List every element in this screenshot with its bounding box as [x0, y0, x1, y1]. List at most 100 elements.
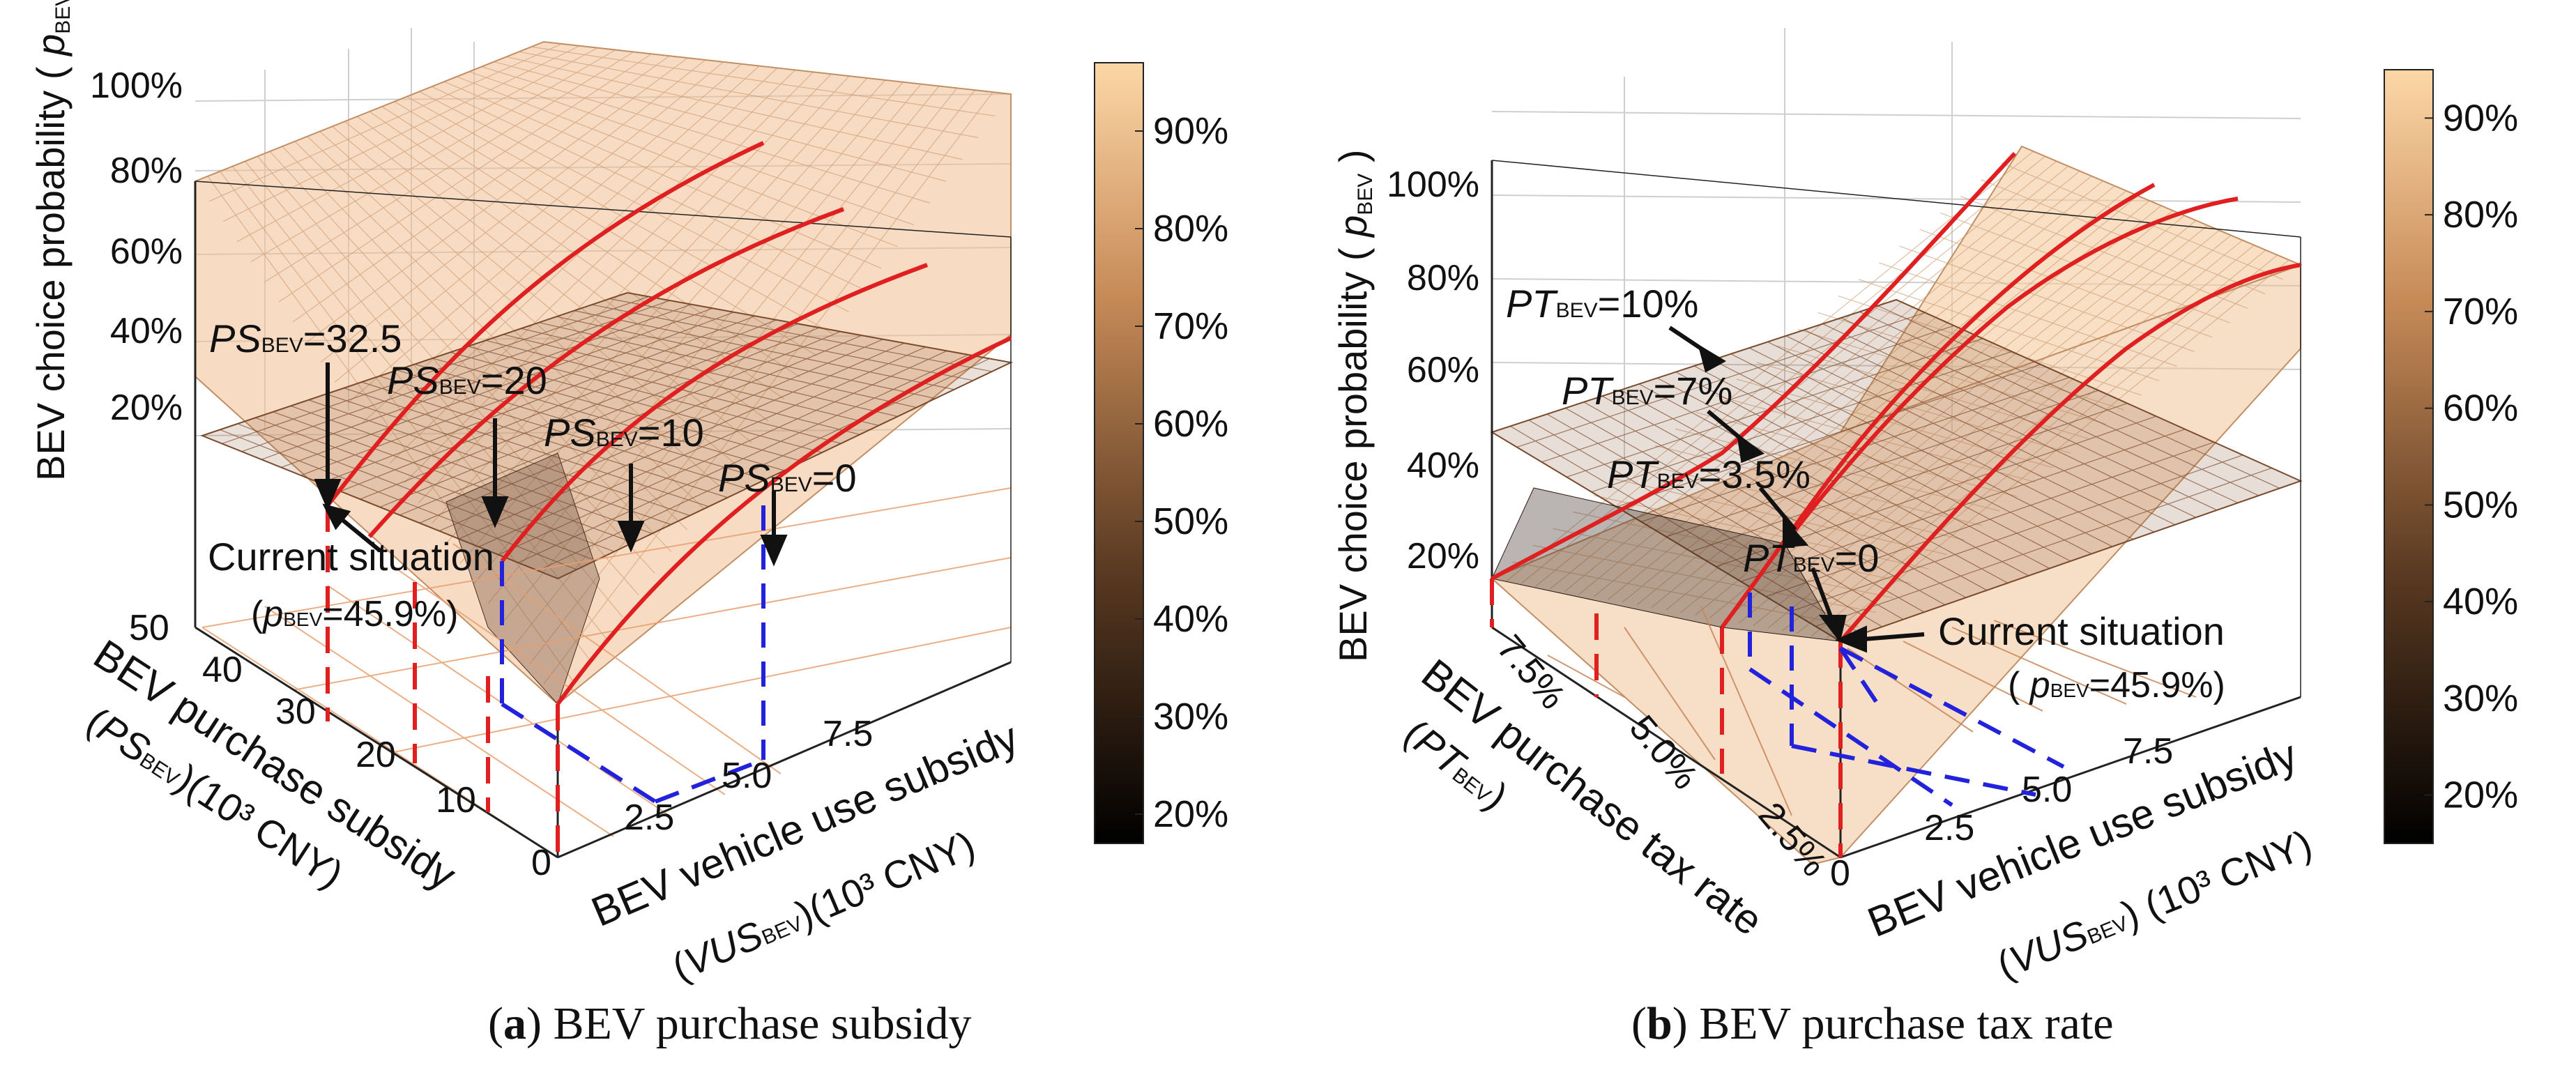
- panel-b-colorbar-tick-0: 20%: [2443, 774, 2518, 816]
- panel-b-mesh-line-v-3: [1535, 160, 2057, 587]
- panel-b-plane-mesh-line-v-4: [1591, 351, 2012, 493]
- panel-a-colorbar-tick-7: 90%: [1153, 110, 1228, 152]
- panel-a-plane-mesh-line-v-6: [320, 315, 756, 484]
- panel-a-mesh-line-v-2: [222, 45, 580, 222]
- panel-b-colorbar-tick-7: 90%: [2443, 97, 2518, 139]
- panel-b-z-tick-1: 40%: [1407, 445, 1479, 486]
- panel-b-x-tick-3: 7.5: [2123, 731, 2173, 772]
- panel-a-z-tick-2: 60%: [110, 231, 183, 272]
- panel-b-label-pt-10: PTBEV=10%: [1506, 282, 1698, 326]
- panel-a-plane-mesh-line-v-15: [498, 350, 947, 556]
- panel-a-mesh-line-v-6: [278, 53, 652, 303]
- panel-b-curve-pt-3.5: [1783, 197, 2239, 545]
- panel-b-blue-guides: [1748, 593, 2065, 807]
- panel-b-plane-mesh-line-v-7: [1666, 390, 2099, 537]
- panel-b-mesh-line-v-20: [1782, 245, 2255, 632]
- panel-b-mesh-line-v-15: [1709, 220, 2197, 618]
- panel-a-mesh-line-v-9: [320, 59, 706, 363]
- panel-a-mesh-line-v-3: [236, 47, 598, 243]
- panel-a-mesh-line-v-8: [306, 57, 688, 343]
- panel-b-red-drops: [1490, 579, 1843, 857]
- panel-b-plane-mesh-line-v-8: [1691, 403, 2128, 552]
- panel-a-chart: 20% 40% 60% 80% 100% BEV choice probabil…: [29, 0, 1228, 1049]
- panel-a-y-tick-5: 50: [129, 608, 169, 648]
- panel-b-curve-pt-0: [1838, 263, 2301, 643]
- panel-a-plane-mesh-line-v-14: [478, 346, 927, 547]
- panel-b-z-tick-4: 100%: [1387, 165, 1479, 205]
- panel-a-plane-mesh-line-v-10: [399, 331, 841, 516]
- panel-a-mesh-line-v-21: [487, 84, 922, 604]
- panel-a-z-tick-0: 20%: [110, 388, 183, 428]
- panel-a-mesh-line-v-12: [362, 66, 760, 423]
- panel-b-mesh-line-v-22: [1811, 254, 2278, 636]
- panel-b-mesh-line-v-8: [1608, 185, 2115, 600]
- panel-b-colorbar-tick-1: 30%: [2443, 678, 2518, 719]
- panel-b-colorbar-ticks: 20% 30% 40% 50% 60% 70% 80% 90%: [2425, 97, 2518, 816]
- panel-a-dark-wedge: [445, 452, 600, 705]
- panel-a-colorbar-tick-3: 50%: [1153, 500, 1228, 542]
- panel-a-y-tick-0: 0: [531, 843, 551, 883]
- panel-a-curve-ps-0: [556, 336, 1012, 705]
- panel-b-mesh-line-v-12: [1666, 205, 2162, 611]
- panel-b-mesh-line-v-1: [1506, 151, 2034, 582]
- panel-a-colorbar: [1094, 62, 1144, 844]
- panel-a-mesh-line-v-20: [473, 82, 904, 584]
- panel-a-colorbar-tick-6: 80%: [1153, 208, 1228, 250]
- panel-a-arrows: [314, 362, 788, 567]
- panel-b-plane-mesh-line-v-5: [1616, 364, 2041, 507]
- panel-a-mesh-line-v-4: [250, 49, 616, 262]
- panel-b-current-plane-mesh: [1510, 305, 2280, 635]
- panel-a-plane-mesh-line-v-16: [518, 354, 969, 563]
- panel-a-plane-mesh-line-v-1: [222, 296, 649, 444]
- panel-a-policy-curves: [326, 141, 1012, 705]
- panel-a-colorbar-tick-0: 20%: [1153, 793, 1228, 835]
- panel-b-dark-wedge: [1491, 487, 1841, 642]
- panel-a-colorbar-ticks: 20% 30% 40% 50% 60% 70% 80% 90%: [1135, 110, 1228, 835]
- panel-b-colorbar-tick-4: 60%: [2443, 388, 2518, 429]
- panel-a-blue-guides: [500, 505, 765, 804]
- panel-a-mesh-line-v-1: [208, 43, 563, 202]
- panel-b-z-label: BEV choice probability ( pBEV ): [1331, 150, 1377, 662]
- panel-b-plane-mesh-line-v-12: [1790, 454, 2243, 612]
- panel-a-y-tick-3: 30: [275, 691, 316, 732]
- panel-b-current-value: ( pBEV=45.9%): [2008, 665, 2225, 705]
- panel-a-mesh-line-v-10: [334, 61, 724, 383]
- panel-a-plane-mesh-line-v-2: [241, 300, 671, 452]
- panel-a-label-ps-32.5: PSBEV=32.5: [209, 316, 402, 360]
- panel-a-label-ps-20: PSBEV=20: [387, 358, 547, 402]
- panel-b-mesh-line-v-10: [1636, 195, 2139, 605]
- panel-a-plane-mesh-line-v-3: [261, 304, 692, 460]
- panel-b-plane-mesh-line-v-6: [1641, 376, 2070, 523]
- panel-a-mesh-line-v-14: [390, 69, 796, 464]
- panel-a-mesh-line-v-7: [292, 55, 670, 323]
- panel-a-curve-ps-10: [500, 263, 929, 563]
- panel-a-axes-box: [194, 181, 1012, 859]
- panel-a-z-tick-1: 40%: [110, 311, 183, 351]
- panel-a-mesh-line-v-15: [404, 71, 814, 484]
- panel-a-mesh-line-v-18: [445, 77, 868, 544]
- panel-b-z-tick-2: 60%: [1407, 350, 1479, 390]
- panel-a-label-ps-0: PSBEV=0: [718, 456, 857, 500]
- panel-a-curve-ps-32.5: [326, 141, 765, 507]
- panel-a-plane-mesh-line-v-12: [439, 339, 883, 532]
- panel-a-mesh-line-v-11: [348, 63, 742, 403]
- panel-b-x-ticks: 0 2.5 5.0 7.5: [1830, 731, 2173, 894]
- panel-a-plane-mesh-line-v-7: [340, 319, 777, 492]
- panel-a-y-tick-1: 10: [436, 780, 476, 820]
- panel-a-red-drops: [326, 505, 560, 857]
- panel-a-caption: (a) BEV purchase subsidy: [488, 998, 972, 1049]
- panel-a-colorbar-tick-2: 40%: [1153, 598, 1228, 640]
- panel-b-label-pt-7: PTBEV=7%: [1562, 369, 1732, 413]
- panel-a-y-ticks: 0 10 20 30 40 50: [129, 608, 551, 883]
- panel-b-mesh-line-v-5: [1564, 170, 2080, 593]
- panel-b-curve-pt-7: [1720, 183, 2156, 629]
- panel-b-mesh-line-v-6: [1578, 176, 2092, 595]
- panel-b-z-ticks: 20% 40% 60% 80% 100%: [1387, 165, 1479, 576]
- panel-a-x-tick-1: 2.5: [624, 797, 674, 838]
- panel-b-colorbar-tick-6: 80%: [2443, 194, 2518, 236]
- panel-a-current-label: Current situation: [208, 535, 494, 579]
- panel-a-colorbar-tick-5: 70%: [1153, 305, 1228, 347]
- panel-a-y-tick-4: 40: [202, 650, 243, 690]
- panel-b-mesh-line-v-19: [1767, 240, 2243, 629]
- panel-a-mesh-line-v-5: [264, 51, 634, 282]
